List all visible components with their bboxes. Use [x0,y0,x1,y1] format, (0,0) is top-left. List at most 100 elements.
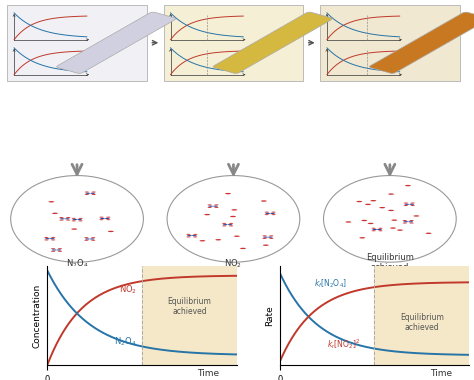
Circle shape [91,192,96,193]
Circle shape [272,214,276,215]
Circle shape [51,251,55,252]
Circle shape [426,233,431,234]
Circle shape [186,234,191,235]
Circle shape [261,200,267,202]
Circle shape [72,220,76,222]
Circle shape [234,236,240,237]
Text: Equilibrium
achieved: Equilibrium achieved [366,253,414,272]
Circle shape [79,218,83,219]
Circle shape [208,204,212,206]
Circle shape [106,217,110,218]
Circle shape [230,216,236,217]
Circle shape [204,214,210,215]
Circle shape [229,223,233,224]
Circle shape [105,218,109,219]
Circle shape [404,203,408,204]
FancyBboxPatch shape [369,12,474,73]
Ellipse shape [167,176,300,262]
Circle shape [59,217,64,218]
Circle shape [66,217,70,218]
Circle shape [403,221,408,222]
FancyBboxPatch shape [320,5,460,81]
Circle shape [269,238,273,239]
Circle shape [268,237,273,238]
Circle shape [410,203,415,204]
Circle shape [65,218,70,219]
Circle shape [56,249,61,250]
Circle shape [392,220,397,221]
Circle shape [405,185,411,186]
Circle shape [404,205,408,206]
Circle shape [193,234,198,235]
Circle shape [60,218,65,219]
Circle shape [51,248,55,249]
Circle shape [71,228,77,230]
Circle shape [372,228,376,229]
Circle shape [192,235,197,236]
Text: Time: Time [198,369,219,378]
Circle shape [84,237,89,238]
Circle shape [51,237,55,238]
Circle shape [91,194,96,195]
Circle shape [200,240,205,241]
Circle shape [73,219,77,220]
Circle shape [368,223,374,224]
Circle shape [356,201,362,202]
Circle shape [45,238,50,239]
Circle shape [90,238,95,239]
Circle shape [91,237,95,238]
Circle shape [214,207,219,208]
Circle shape [51,239,55,241]
Circle shape [186,236,191,238]
Text: NO$_2$: NO$_2$ [224,258,243,270]
Circle shape [85,238,90,239]
Circle shape [413,215,419,217]
Circle shape [240,248,246,249]
Circle shape [265,213,270,214]
Circle shape [193,236,198,238]
Circle shape [409,204,414,205]
Text: $k_f$[N$_2$O$_4$]: $k_f$[N$_2$O$_4$] [314,278,347,290]
Text: Equilibrium
achieved: Equilibrium achieved [168,297,211,316]
Ellipse shape [323,176,456,262]
Text: $k_r$[NO$_2$]$^2$: $k_r$[NO$_2$]$^2$ [327,337,360,351]
Circle shape [90,193,95,194]
Circle shape [222,225,227,226]
Circle shape [84,240,89,241]
Y-axis label: Rate: Rate [265,305,274,326]
Circle shape [231,209,237,211]
Circle shape [208,207,212,208]
Text: N$_2$O$_4$: N$_2$O$_4$ [66,258,88,270]
Circle shape [270,213,275,214]
FancyBboxPatch shape [213,12,332,73]
Circle shape [264,214,269,215]
Circle shape [402,220,407,221]
Circle shape [213,206,218,207]
Circle shape [388,210,394,211]
Circle shape [225,193,231,194]
Bar [374,266,469,365]
FancyBboxPatch shape [164,5,303,81]
Text: Time: Time [430,369,452,378]
Circle shape [187,235,192,236]
Circle shape [372,229,377,230]
Circle shape [48,201,55,203]
Circle shape [372,230,376,231]
Circle shape [85,194,89,195]
Circle shape [410,220,414,221]
Circle shape [404,204,409,205]
Circle shape [106,219,110,220]
Circle shape [85,193,90,194]
Circle shape [100,219,104,220]
FancyBboxPatch shape [56,12,176,73]
Circle shape [91,240,95,241]
Circle shape [229,225,233,226]
Circle shape [263,244,269,246]
Ellipse shape [10,176,143,262]
Circle shape [85,192,89,193]
Circle shape [361,220,367,221]
Circle shape [346,221,351,223]
FancyBboxPatch shape [7,5,147,81]
Circle shape [222,223,227,224]
Circle shape [52,213,58,214]
